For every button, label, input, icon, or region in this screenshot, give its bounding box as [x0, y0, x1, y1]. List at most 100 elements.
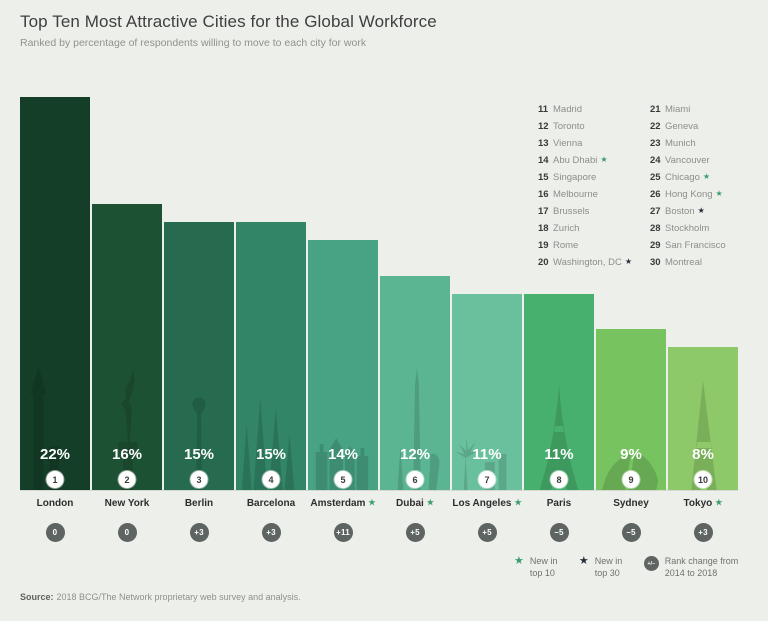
rank-change-badge: +3	[189, 523, 209, 542]
rank-badge: 8	[550, 471, 568, 488]
rank-change-badge: +5	[405, 523, 425, 542]
ranking-city: Brussels	[553, 206, 590, 217]
ranking-rank: 21	[650, 104, 661, 115]
ranking-item: 25 Chicago ★	[650, 169, 754, 186]
new-in-top-10-star-icon: ★	[600, 155, 608, 164]
new-in-top-10-star-icon: ★	[715, 189, 723, 198]
city-name: Barcelona	[246, 498, 296, 509]
ranking-item: 24 Vancouver	[650, 152, 754, 169]
bar-sydney: 9% 9	[596, 329, 666, 490]
new-in-top-10-star-icon: ★	[514, 555, 524, 567]
ranking-rank: 25	[650, 172, 661, 183]
city-silhouette-barcelona-icon	[241, 398, 295, 490]
ranking-city: Munich	[665, 138, 696, 149]
legend-label: New in top 30	[594, 556, 623, 578]
city-name: Dubai	[396, 498, 424, 509]
rank-change-badge: –5	[549, 523, 569, 542]
bar-area: 15% 4	[236, 97, 306, 490]
rank-change-badge: +3	[693, 523, 713, 542]
bar-chart: 22% 1 London 0 16% 2 New York 0 15% 3 Berlin +3 15% 4…	[20, 97, 738, 542]
ranking-city: Stockholm	[665, 223, 710, 234]
bar-dubai: 12% 6	[380, 275, 450, 490]
ranking-item: 21 Miami	[650, 101, 754, 118]
ranking-rank: 11	[538, 104, 549, 115]
legend-item-1: ★ New in top 10	[514, 556, 564, 579]
ranking-rank: 17	[538, 206, 549, 217]
city-name: Sydney	[613, 498, 649, 509]
ranking-rank: 27	[650, 206, 661, 217]
legend-label: New in top 10	[529, 556, 558, 578]
bar-area: 11% 8	[524, 97, 594, 490]
bar-barcelona: 15% 4	[236, 222, 306, 490]
ranking-city: Singapore	[553, 172, 597, 183]
page-subtitle: Ranked by percentage of respondents will…	[20, 37, 367, 49]
bar-column-london: 22% 1 London 0	[20, 97, 90, 542]
ranking-rank: 24	[650, 155, 661, 166]
ranking-rank: 16	[538, 189, 549, 200]
bar-value-label: 9%	[620, 446, 642, 463]
bar-value-label: 15%	[183, 446, 215, 463]
page-title: Top Ten Most Attractive Cities for the G…	[20, 12, 437, 31]
city-silhouette-new-york-icon	[118, 370, 138, 490]
city-name: Amsterdam	[310, 498, 366, 509]
bar-area: 15% 3	[164, 97, 234, 490]
ranking-item: 26 Hong Kong ★	[650, 186, 754, 203]
new-in-top-30-star-icon: ★	[624, 257, 632, 266]
ranking-item: 23 Munich	[650, 135, 754, 152]
rank-badge: 6	[406, 471, 424, 488]
new-in-top-30-star-icon: ★	[578, 555, 589, 567]
ranking-city: Toronto	[553, 121, 585, 132]
city-label: Amsterdam ★	[310, 498, 375, 511]
bar-value-label: 15%	[255, 446, 287, 463]
ranking-city: Vancouver	[665, 155, 710, 166]
bar-value-label: 14%	[327, 446, 359, 463]
rank-change-circle-icon: +/–	[643, 556, 659, 571]
ranking-city: Montreal	[665, 257, 702, 268]
ranking-item: 16 Melbourne	[538, 186, 642, 203]
city-label: Berlin	[185, 498, 213, 511]
new-in-top-10-star-icon: ★	[514, 498, 522, 507]
ranking-item: 28 Stockholm	[650, 220, 754, 237]
ranking-rank: 12	[538, 121, 549, 132]
source-label: Source:	[20, 592, 54, 602]
bar-value-label: 8%	[692, 446, 714, 463]
bar-value-label: 11%	[544, 446, 574, 463]
rank-change-badge: +5	[477, 523, 497, 542]
bar-area: 9% 9	[596, 97, 666, 490]
legend: ★ New in top 10 ★ New in top 30 +/– Rank chan…	[514, 556, 749, 579]
rank-badge: 5	[334, 471, 352, 488]
city-name: New York	[104, 498, 150, 509]
city-silhouette-sydney-icon	[601, 452, 659, 490]
rank-change-badge: +11	[333, 523, 353, 542]
rank-badge: 1	[46, 471, 64, 488]
ranking-rank: 28	[650, 223, 661, 234]
ranking-city: Boston	[665, 206, 695, 217]
ranking-city: Abu Dhabi	[553, 155, 598, 166]
rank-badge: 7	[478, 471, 496, 488]
bar-area: 8% 10	[668, 97, 738, 490]
bar-area: 11% 7	[452, 97, 522, 490]
ranking-item: 30 Montreal	[650, 254, 754, 271]
ranking-rank: 19	[538, 240, 549, 251]
bar-column-new-york: 16% 2 New York 0	[92, 97, 162, 542]
rank-change-badge: 0	[45, 523, 65, 542]
city-label: Los Angeles ★	[452, 498, 521, 511]
city-label: Tokyo ★	[684, 498, 723, 511]
city-label: Barcelona	[247, 498, 295, 511]
ranking-rank: 15	[538, 172, 549, 183]
rank-badge: 3	[190, 471, 208, 488]
city-label: Paris	[547, 498, 571, 511]
ranking-item: 22 Geneva	[650, 118, 754, 135]
city-label: London	[37, 498, 74, 511]
bar-column-sydney: 9% 9 Sydney –5	[596, 97, 666, 542]
ranking-item: 15 Singapore	[538, 169, 642, 186]
ranking-item: 17 Brussels	[538, 203, 642, 220]
rank-badge: 10	[694, 471, 712, 488]
bar-column-dubai: 12% 6 Dubai ★ +5	[380, 97, 450, 542]
city-label: Dubai ★	[396, 498, 434, 511]
new-in-top-10-star-icon: ★	[426, 498, 434, 507]
city-silhouette-los-angeles-icon	[455, 438, 507, 490]
rank-change-badge: –5	[621, 523, 641, 542]
city-label: New York	[105, 498, 150, 511]
ranking-city: Melbourne	[553, 189, 598, 200]
